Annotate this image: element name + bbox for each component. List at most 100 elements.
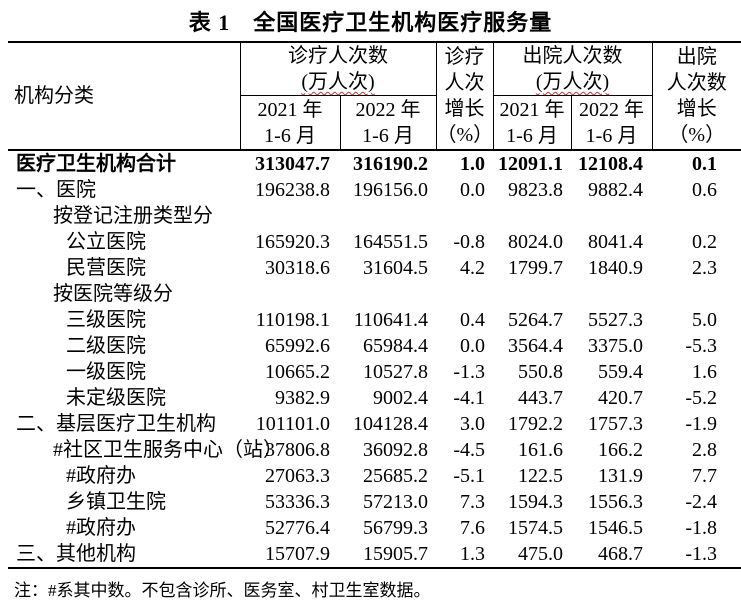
cell-value: -1.3 xyxy=(685,543,717,565)
cell-value: -1.8 xyxy=(685,517,717,539)
cell-value: -5.2 xyxy=(685,387,717,409)
cell-value: 9823.8 xyxy=(508,179,563,201)
cell-value: 131.9 xyxy=(598,465,643,487)
cell-value: 27063.3 xyxy=(265,465,330,487)
row-label: #政府办 xyxy=(66,465,136,487)
cell-value: 196156.0 xyxy=(353,179,428,201)
cell-value: 161.6 xyxy=(518,439,563,461)
cell-value: 2.3 xyxy=(692,257,717,279)
cell-value: 56799.3 xyxy=(363,517,428,539)
cell-value: 5264.7 xyxy=(508,309,563,331)
cell-value: 1594.3 xyxy=(508,491,563,513)
cell-value xyxy=(436,203,493,229)
row-label: 二、基层医疗卫生机构 xyxy=(16,413,216,435)
cell-value: 52776.4 xyxy=(265,517,330,539)
cell-value: -2.4 xyxy=(685,491,717,513)
row-label: 一、医院 xyxy=(16,179,96,201)
header-discharge-growth: 出院 人次数 增长 （%） xyxy=(651,42,741,150)
table-row: 乡镇卫生院 53336.3 57213.0 7.3 1594.3 1556.3 -2.4 xyxy=(8,489,741,515)
row-label: 民营医院 xyxy=(66,257,146,279)
cell-value: 5527.3 xyxy=(588,309,643,331)
cell-value: 1556.3 xyxy=(588,491,643,513)
cell-value xyxy=(652,281,741,307)
cell-value: 1757.3 xyxy=(588,413,643,435)
cell-value: 1574.5 xyxy=(508,517,563,539)
cell-value xyxy=(340,281,436,307)
cell-value: 37806.8 xyxy=(265,439,330,461)
medical-service-volume-table: 机构分类 诊疗人次数 (万人次) 诊疗 人次 增长 （%） 出院人次数 (万人次… xyxy=(8,41,741,569)
cell-value: 65984.4 xyxy=(363,335,428,357)
table-row: 一级医院 10665.2 10527.8 -1.3 550.8 559.4 1.6 xyxy=(8,359,741,385)
cell-value: 3.0 xyxy=(460,413,485,435)
header-discharge-2022: 2022 年 1-6 月 xyxy=(570,95,652,150)
table-row: 二、基层医疗卫生机构 101101.0 104128.4 3.0 1792.2 1757.… xyxy=(8,411,741,437)
cell-value: -5.3 xyxy=(685,335,717,357)
cell-value: 5.0 xyxy=(692,309,717,331)
cell-value: -4.1 xyxy=(453,387,485,409)
table-row: 三、其他机构 15707.9 15905.7 1.3 475.0 468.7 -1.3 xyxy=(8,541,741,568)
header-visits-unit: (万人次) xyxy=(301,71,375,93)
cell-value: 104128.4 xyxy=(353,413,428,435)
cell-value: 7.3 xyxy=(460,491,485,513)
cell-value: 9002.4 xyxy=(373,387,428,409)
cell-value: 0.6 xyxy=(692,179,717,201)
table-row: 三级医院 110198.1 110641.4 0.4 5264.7 5527.3 5.0 xyxy=(8,307,741,333)
cell-value: -1.3 xyxy=(453,361,485,383)
row-label: #政府办 xyxy=(66,517,136,539)
table-row: 按医院等级分 xyxy=(8,281,741,307)
header-visits-2022: 2022 年 1-6 月 xyxy=(339,95,436,150)
table-row: 二级医院 65992.6 65984.4 0.0 3564.4 3375.0 -5.3 xyxy=(8,333,741,359)
cell-value: 1.3 xyxy=(460,543,485,565)
cell-value: 1.6 xyxy=(692,361,717,383)
cell-value: 443.7 xyxy=(518,387,563,409)
cell-value: 10527.8 xyxy=(363,361,428,383)
cell-value: 0.2 xyxy=(692,231,717,253)
table-note: 注：#系其中数。不包含诊所、医务室、村卫生室数据。 xyxy=(14,581,431,600)
cell-value xyxy=(340,203,436,229)
header-visits-2021: 2021 年 1-6 月 xyxy=(239,95,340,150)
cell-value: 165920.3 xyxy=(255,231,330,253)
cell-value xyxy=(240,203,340,229)
cell-value: 8024.0 xyxy=(508,231,563,253)
cell-value: 9882.4 xyxy=(588,179,643,201)
cell-value: 0.0 xyxy=(460,335,485,357)
cell-value: 31604.5 xyxy=(363,257,428,279)
row-label: 一级医院 xyxy=(66,361,146,383)
cell-value: 65992.6 xyxy=(265,335,330,357)
cell-value: 7.6 xyxy=(460,517,485,539)
cell-value xyxy=(240,281,340,307)
cell-value: -4.5 xyxy=(453,439,485,461)
cell-value: 559.4 xyxy=(598,361,643,383)
cell-value: 1799.7 xyxy=(508,257,563,279)
table-row: 公立医院 165920.3 164551.5 -0.8 8024.0 8041.4 0.2 xyxy=(8,229,741,255)
cell-value: 1546.5 xyxy=(588,517,643,539)
cell-value: 313047.7 xyxy=(240,149,340,177)
row-label: 二级医院 xyxy=(66,335,146,357)
cell-value: 57213.0 xyxy=(363,491,428,513)
row-label: #社区卫生服务中心（站） xyxy=(53,439,283,461)
cell-value: -1.9 xyxy=(685,413,717,435)
cell-value: 475.0 xyxy=(518,543,563,565)
cell-value: 110198.1 xyxy=(255,309,330,331)
header-discharge-unit: (万人次) xyxy=(535,71,610,93)
cell-value: 25685.2 xyxy=(363,465,428,487)
table-row: 一、医院 196238.8 196156.0 0.0 9823.8 9882.4 0.6 xyxy=(8,177,741,203)
row-label: 三、其他机构 xyxy=(16,543,136,565)
cell-value: 2.8 xyxy=(692,439,717,461)
cell-value: 15707.9 xyxy=(265,543,330,565)
cell-value: 53336.3 xyxy=(265,491,330,513)
cell-value: -0.8 xyxy=(453,231,485,253)
table-row: 按登记注册类型分 xyxy=(8,203,741,229)
cell-value: 15905.7 xyxy=(363,543,428,565)
cell-value: 196238.8 xyxy=(255,179,330,201)
table-row: 未定级医院 9382.9 9002.4 -4.1 443.7 420.7 -5.2 xyxy=(8,385,741,411)
table-row: #社区卫生服务中心（站） 37806.8 36092.8 -4.5 161.6 166.2… xyxy=(8,437,741,463)
cell-value: 1792.2 xyxy=(508,413,563,435)
cell-value: 164551.5 xyxy=(353,231,428,253)
cell-value: 0.1 xyxy=(652,149,741,177)
cell-value: 9382.9 xyxy=(275,387,330,409)
cell-value: 1.0 xyxy=(436,149,493,177)
cell-value: -5.1 xyxy=(453,465,485,487)
cell-value xyxy=(493,281,571,307)
